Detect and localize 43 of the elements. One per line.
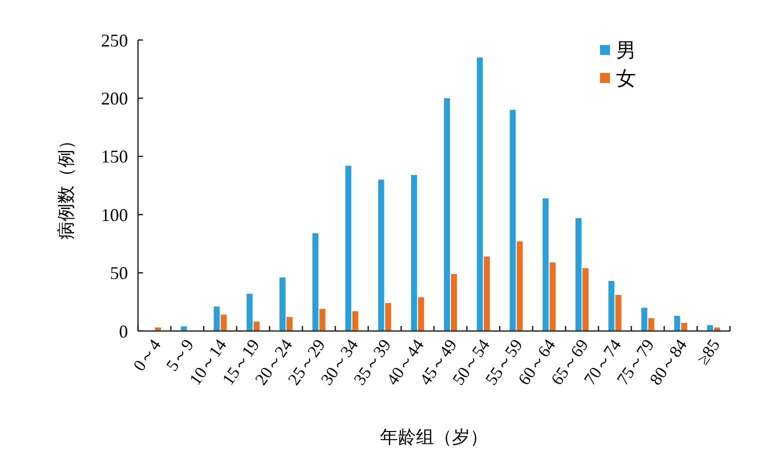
bar — [254, 322, 260, 331]
bar — [444, 98, 450, 331]
bar — [681, 322, 688, 331]
bar — [214, 306, 220, 331]
legend-label: 男 — [616, 40, 636, 62]
bar — [608, 280, 614, 331]
bar — [220, 314, 227, 331]
bar — [286, 317, 292, 331]
bar — [319, 308, 326, 331]
bar — [312, 233, 318, 331]
y-tick-label: 250 — [101, 30, 128, 50]
y-tick-label: 0 — [119, 321, 128, 342]
bar — [345, 166, 352, 331]
bar — [484, 256, 490, 331]
bar — [385, 303, 392, 331]
bar — [280, 277, 286, 331]
bar — [641, 308, 648, 331]
x-axis-title: 年龄组（岁） — [380, 427, 488, 447]
bar — [411, 175, 418, 331]
bar — [576, 218, 582, 331]
bar — [450, 274, 457, 331]
bar — [418, 297, 424, 331]
y-tick-label: 200 — [101, 88, 128, 108]
bar — [615, 294, 622, 331]
y-tick-label: 100 — [101, 204, 128, 225]
y-axis-title: 病例数（例） — [56, 132, 76, 240]
bar — [648, 318, 654, 331]
legend-label: 女 — [616, 68, 636, 90]
bar — [542, 198, 549, 331]
bar — [510, 110, 516, 331]
bar — [246, 294, 253, 331]
y-tick-label: 150 — [101, 146, 128, 167]
bar — [516, 241, 523, 331]
y-tick-label: 50 — [110, 263, 128, 284]
x-tick-label: 0～4 — [130, 335, 165, 375]
bar — [476, 57, 483, 331]
bar — [707, 325, 714, 331]
x-tick-label: ≥85 — [693, 336, 724, 368]
bar — [550, 262, 556, 331]
bar — [582, 268, 588, 331]
bar — [674, 316, 680, 331]
bar — [352, 311, 358, 331]
bar — [378, 180, 384, 331]
